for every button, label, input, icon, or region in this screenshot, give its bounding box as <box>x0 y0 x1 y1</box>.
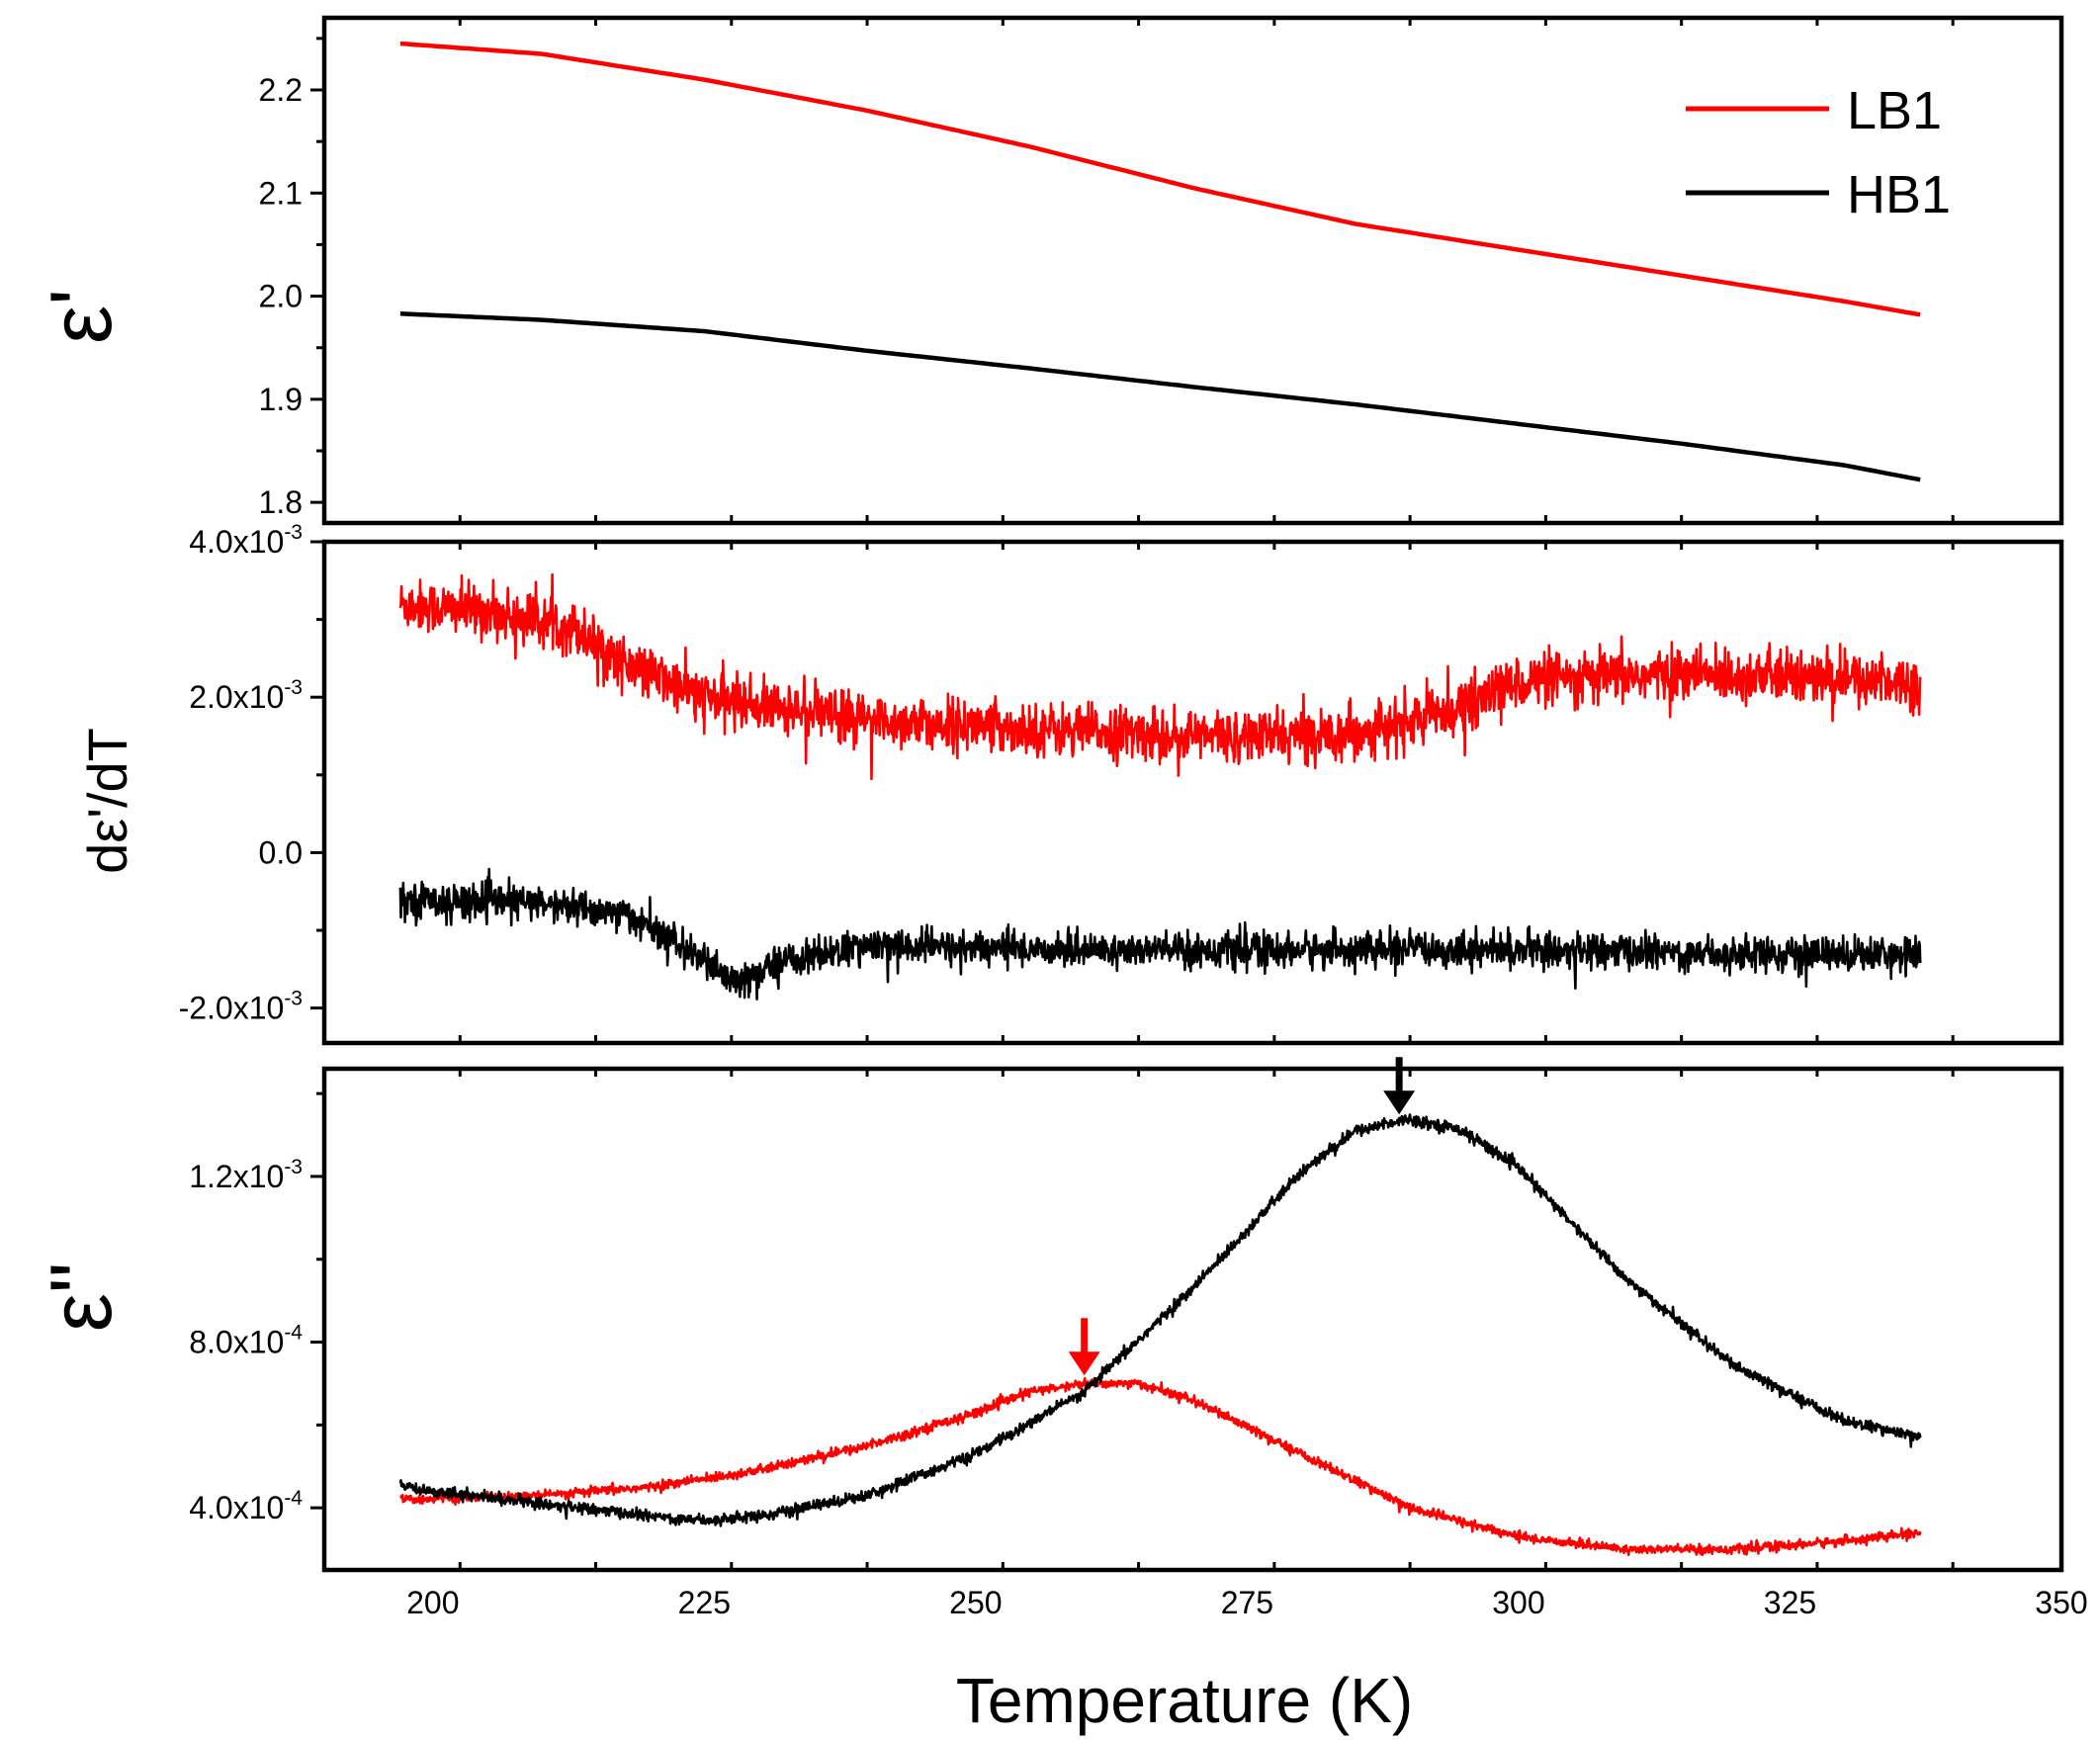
y-tick-label-bottom: 1.2x10-3 <box>189 1156 303 1194</box>
panel-bottom: 4.0x10-4 8.0x10-4 1.2x10-3 200 225 250 275 300 3… <box>189 1057 2088 1620</box>
peak-arrow-head-0 <box>1068 1351 1100 1376</box>
y-tick-label-middle: 0.0 <box>259 834 303 870</box>
y-axis-title-middle: dε'/dT <box>76 728 138 874</box>
y-tick-label-top: 2.1 <box>259 175 303 211</box>
y-axis-title-top: ε' <box>32 289 130 344</box>
series-line-hb1-top <box>399 311 1921 482</box>
legend: LB1 HB1 <box>1686 81 1951 224</box>
plot-frame-top <box>321 15 2064 526</box>
legend-label-lb1: LB1 <box>1847 81 1942 140</box>
series-line-lb1-top <box>399 41 1921 317</box>
y-tick-label-top: 2.2 <box>259 72 303 108</box>
x-tick-label: 275 <box>1221 1585 1273 1620</box>
y-tick-label-top: 1.8 <box>259 484 303 520</box>
x-tick-label: 350 <box>2035 1585 2087 1620</box>
y-axis-title-bottom: ε" <box>32 1262 130 1332</box>
y-tick-label-top: 1.9 <box>259 382 303 417</box>
plot-frame-middle <box>321 539 2064 1046</box>
plot-frame-bottom <box>321 1066 2064 1573</box>
x-axis-title: Temperature (K) <box>956 1665 1413 1736</box>
series-line-hb1-bottom <box>398 1113 1922 1527</box>
series-line-hb1-middle <box>398 867 1922 1000</box>
y-tick-label-bottom: 4.0x10-4 <box>189 1487 303 1525</box>
series-line-lb1-bottom <box>399 1376 1922 1557</box>
y-tick-label-bottom: 8.0x10-4 <box>189 1322 303 1360</box>
y-tick-label-middle: 2.0x10-3 <box>189 676 303 715</box>
peak-arrow-head-1 <box>1383 1090 1416 1115</box>
x-tick-label: 325 <box>1764 1585 1816 1620</box>
x-tick-label: 200 <box>406 1585 459 1620</box>
x-tick-label: 250 <box>949 1585 1002 1620</box>
y-tick-label-middle: -2.0x10-3 <box>179 988 303 1026</box>
y-tick-label-middle: 4.0x10-3 <box>189 521 303 560</box>
x-tick-label: 225 <box>678 1585 731 1620</box>
y-tick-label-top: 2.0 <box>259 279 303 314</box>
panel-top: 1.8 1.9 2.0 2.1 2.2 <box>259 15 2064 526</box>
x-tick-label: 300 <box>1492 1585 1544 1620</box>
legend-label-hb1: HB1 <box>1847 165 1951 224</box>
panel-middle: -2.0x10-3 0.0 2.0x10-3 4.0x10-3 <box>179 521 2064 1046</box>
series-line-lb1-middle <box>398 572 1922 781</box>
